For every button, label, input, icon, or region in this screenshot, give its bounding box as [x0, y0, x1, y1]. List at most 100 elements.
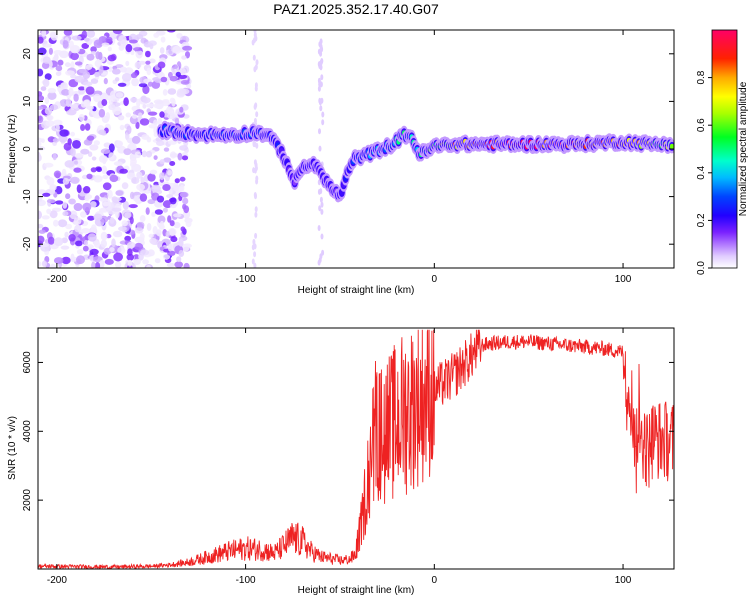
noise-cell [113, 252, 123, 262]
noise-cell [38, 146, 46, 151]
noise-cell [72, 140, 81, 149]
noise-cell [172, 45, 182, 54]
noise-cell [130, 49, 135, 56]
noise-cell [162, 253, 171, 260]
noise-cell [177, 152, 183, 161]
noise-cell [59, 129, 69, 137]
noise-cell [151, 211, 156, 217]
noise-cell [48, 47, 54, 55]
noise-cell [112, 68, 121, 75]
noise-cell [70, 176, 80, 184]
x-tick-label: -100 [236, 575, 256, 586]
noise-cell [112, 30, 123, 35]
noise-cell [178, 238, 184, 247]
noise-cell [38, 261, 42, 267]
noise-cell [186, 83, 192, 89]
noise-cell [82, 245, 89, 252]
noise-cell [42, 78, 50, 88]
noise-cell [98, 108, 106, 118]
noise-cell [91, 156, 97, 161]
noise-cell [138, 112, 143, 118]
noise-cell [126, 125, 132, 135]
noise-cell [134, 242, 144, 251]
noise-cell [147, 111, 158, 116]
noise-cell [105, 112, 111, 121]
noise-streak [253, 251, 257, 258]
noise-cell [108, 66, 113, 72]
noise-cell [173, 213, 182, 218]
noise-cell [52, 153, 57, 161]
noise-cell [107, 46, 112, 52]
noise-cell [76, 255, 85, 265]
noise-cell [69, 210, 78, 220]
noise-cell [182, 203, 187, 210]
noise-cell [182, 45, 193, 51]
noise-cell [139, 193, 148, 202]
noise-cell [124, 212, 131, 219]
noise-cell [86, 105, 94, 110]
noise-streak [318, 97, 322, 104]
noise-cell [183, 262, 190, 268]
noise-cell [38, 137, 43, 143]
noise-cell [178, 250, 185, 257]
noise-cell [80, 124, 86, 131]
noise-cell [117, 82, 127, 87]
noise-cell [119, 66, 127, 73]
noise-cell [162, 89, 168, 96]
noise-cell [154, 258, 161, 264]
noise-cell [90, 167, 97, 173]
noise-cell [142, 104, 147, 109]
noise-cell [38, 105, 44, 111]
noise-cell [93, 175, 103, 183]
noise-cell [180, 80, 190, 85]
noise-streak [254, 211, 258, 218]
noise-cell [182, 243, 190, 252]
snr-y-ticks: 2000 4000 6000 [22, 351, 674, 511]
noise-cell [73, 153, 84, 158]
noise-cell [101, 99, 108, 106]
noise-cell [111, 238, 116, 248]
noise-cell [167, 243, 173, 252]
noise-cell [80, 148, 90, 155]
noise-cell [84, 196, 90, 201]
noise-cell [112, 230, 123, 238]
noise-cell [113, 161, 123, 166]
noise-cell [123, 97, 129, 107]
noise-cell [45, 120, 55, 127]
noise-streak [319, 188, 323, 195]
y-tick-label: -10 [22, 189, 33, 204]
noise-cell [73, 167, 82, 173]
noise-streak [255, 175, 259, 182]
noise-cell [115, 261, 122, 268]
noise-streak [252, 54, 256, 61]
noise-streak [321, 111, 325, 118]
noise-cell [159, 47, 165, 54]
noise-cell [153, 155, 158, 161]
noise-cell [163, 157, 172, 163]
noise-cell [154, 79, 163, 83]
noise-cell [153, 103, 161, 109]
noise-cell [149, 169, 158, 175]
noise-cell [55, 65, 63, 72]
noise-cell [133, 254, 140, 261]
noise-cell [102, 201, 110, 207]
noise-cell [159, 220, 165, 229]
noise-streak [254, 206, 258, 213]
noise-cell [83, 239, 89, 246]
noise-cell [181, 155, 189, 161]
noise-cell [108, 104, 116, 111]
noise-cell [38, 235, 45, 244]
noise-streak [319, 105, 323, 112]
noise-cell [38, 115, 44, 124]
noise-cell [55, 71, 62, 77]
noise-cell [80, 228, 91, 234]
noise-cell [115, 92, 124, 98]
noise-cell [159, 111, 165, 118]
noise-cell [125, 60, 130, 66]
noise-cell [134, 151, 142, 159]
noise-cell [60, 245, 70, 250]
noise-cell [170, 197, 177, 205]
noise-cell [78, 86, 86, 91]
y-tick-label: 10 [22, 95, 33, 107]
noise-cell [147, 249, 155, 257]
